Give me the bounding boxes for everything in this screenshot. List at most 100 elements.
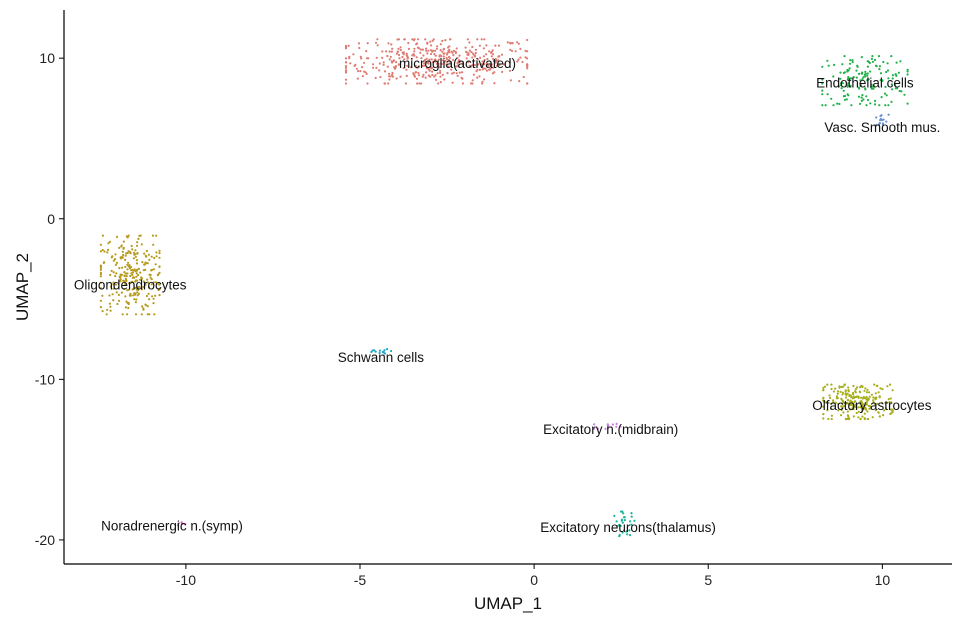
scatter-point (126, 251, 129, 255)
scatter-point (879, 117, 883, 121)
scatter-point (886, 69, 890, 72)
scatter-point (136, 268, 139, 271)
scatter-point (460, 76, 463, 79)
cluster-points (821, 55, 909, 107)
scatter-point (874, 403, 877, 406)
scatter-point (837, 409, 840, 412)
scatter-point (123, 287, 126, 291)
scatter-point (145, 249, 148, 253)
scatter-point (863, 73, 866, 76)
scatter-point (865, 95, 868, 98)
scatter-point (882, 414, 885, 417)
scatter-point (152, 297, 155, 300)
scatter-point (852, 391, 855, 395)
scatter-point (387, 42, 390, 45)
scatter-point (834, 387, 837, 390)
scatter-point (852, 405, 855, 408)
scatter-point (148, 258, 151, 261)
scatter-point (866, 399, 870, 402)
scatter-point (126, 313, 129, 316)
scatter-point (177, 522, 180, 525)
scatter-point (429, 40, 432, 43)
scatter-point (860, 84, 863, 87)
scatter-point (421, 75, 424, 78)
scatter-point (405, 54, 408, 57)
scatter-point (112, 259, 115, 262)
scatter-point (347, 44, 350, 47)
scatter-point (361, 66, 364, 69)
scatter-point (390, 43, 393, 46)
scatter-point (446, 51, 449, 55)
scatter-point (434, 78, 438, 81)
scatter-point (399, 46, 402, 49)
scatter-point (885, 94, 888, 97)
scatter-point (871, 60, 875, 63)
scatter-point (436, 72, 439, 75)
scatter-point (839, 414, 843, 417)
scatter-point (855, 395, 858, 398)
scatter-point (633, 519, 636, 522)
scatter-point (506, 41, 509, 44)
scatter-point (142, 285, 145, 289)
scatter-point (867, 417, 870, 421)
scatter-point (467, 61, 470, 64)
scatter-point (857, 410, 860, 413)
scatter-point (889, 397, 892, 400)
scatter-point (439, 49, 442, 52)
scatter-point (495, 64, 499, 67)
scatter-point (142, 280, 145, 283)
scatter-point (880, 96, 883, 99)
scatter-point (468, 64, 471, 67)
cluster-points (344, 38, 529, 85)
scatter-point (857, 86, 861, 89)
scatter-point (131, 276, 134, 279)
scatter-point (143, 263, 146, 266)
scatter-point (897, 71, 901, 74)
scatter-point (860, 96, 863, 99)
scatter-point (379, 75, 382, 79)
scatter-point (136, 291, 139, 294)
x-tick-label: -5 (354, 572, 367, 588)
scatter-point (103, 250, 106, 253)
scatter-point (344, 82, 348, 85)
scatter-point (481, 82, 484, 85)
scatter-point (358, 46, 361, 50)
scatter-point (147, 286, 150, 289)
scatter-point (881, 79, 884, 82)
scatter-point (837, 85, 840, 88)
scatter-point (146, 262, 149, 265)
scatter-point (628, 529, 631, 532)
scatter-point (619, 425, 622, 428)
scatter-point (439, 69, 442, 72)
scatter-point (430, 44, 433, 47)
scatter-point (148, 273, 151, 276)
scatter-point (893, 83, 897, 86)
scatter-point (866, 79, 869, 82)
scatter-point (828, 394, 831, 397)
scatter-point (441, 50, 444, 53)
scatter-point (101, 248, 104, 252)
scatter-point (625, 530, 628, 533)
scatter-point (133, 253, 136, 256)
scatter-point (830, 414, 834, 417)
scatter-point (397, 63, 400, 66)
scatter-point (620, 510, 623, 513)
scatter-point (131, 288, 134, 291)
scatter-point (843, 71, 847, 74)
scatter-point (494, 61, 497, 64)
scatter-point (151, 234, 155, 237)
scatter-point (114, 275, 117, 278)
scatter-point (150, 269, 153, 272)
scatter-point (866, 74, 869, 77)
scatter-point (452, 49, 456, 53)
scatter-point (155, 255, 158, 258)
scatter-point (111, 293, 114, 296)
scatter-point (363, 61, 366, 64)
scatter-point (442, 47, 446, 50)
scatter-point (125, 300, 128, 303)
scatter-point (863, 389, 866, 392)
scatter-point (403, 58, 406, 61)
scatter-point (344, 78, 348, 81)
scatter-point (128, 264, 131, 267)
scatter-point (481, 68, 484, 71)
